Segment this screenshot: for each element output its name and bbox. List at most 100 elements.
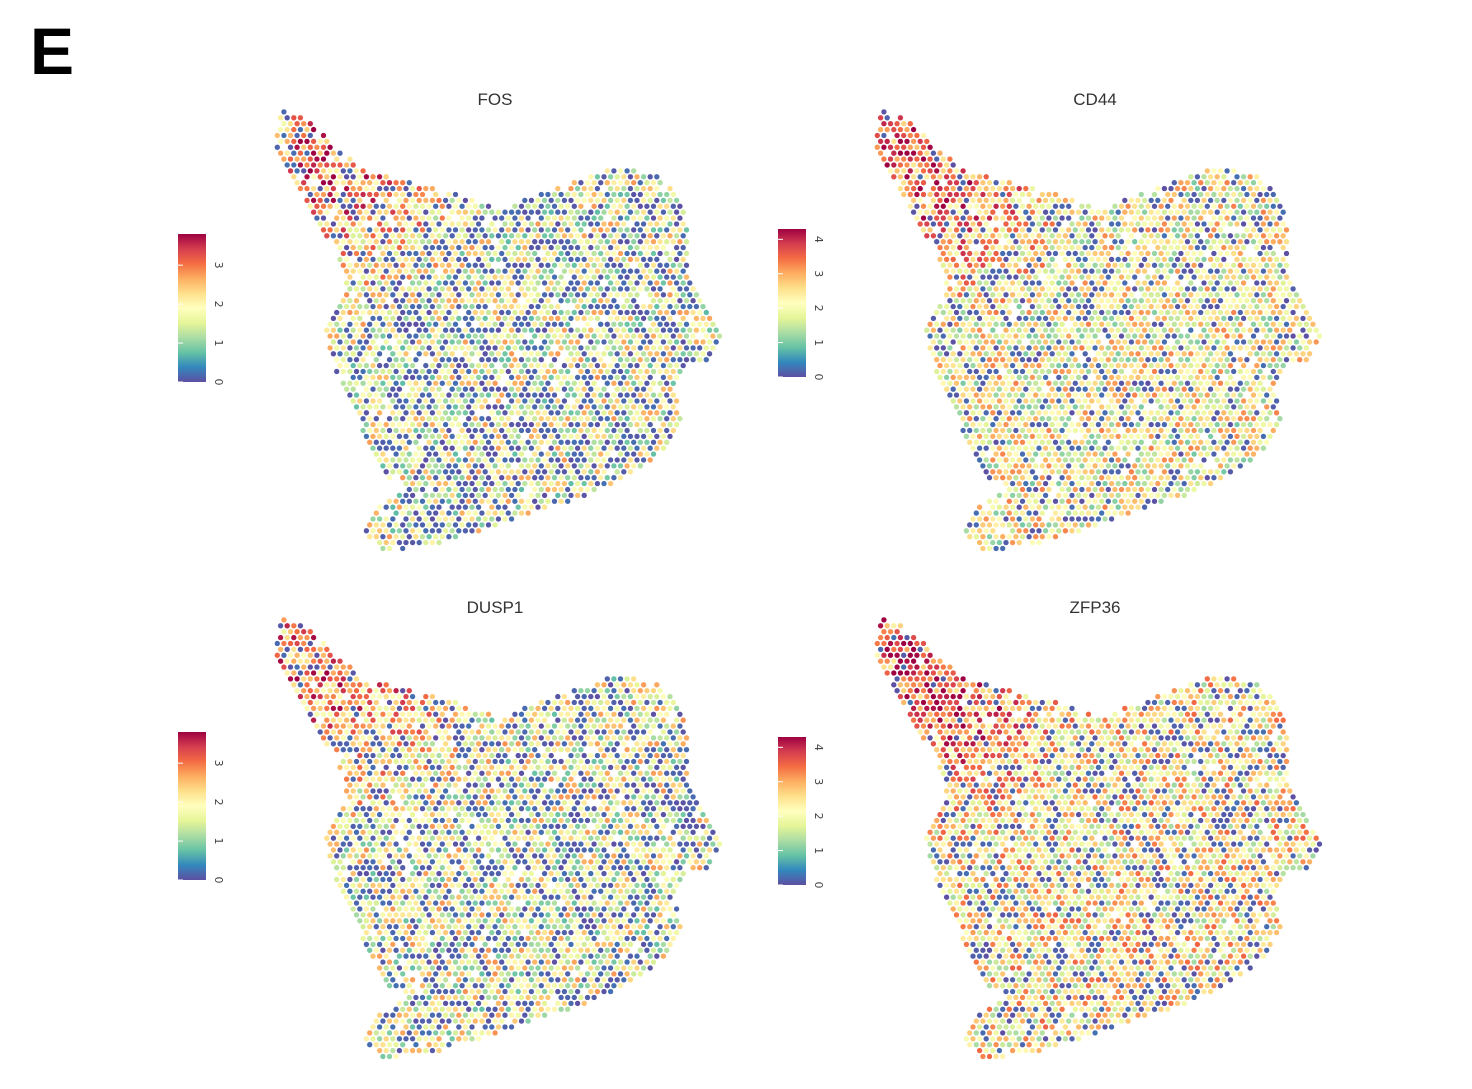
expression-spot	[491, 380, 499, 387]
expression-spot	[412, 415, 420, 422]
expression-spot	[1207, 327, 1214, 334]
expression-spot	[521, 291, 528, 298]
expression-spot	[627, 244, 634, 251]
expression-spot	[633, 185, 641, 192]
expression-spot	[1204, 309, 1211, 316]
expression-spot	[293, 167, 301, 175]
expression-spot	[897, 173, 904, 180]
expression-spot	[396, 279, 403, 287]
expression-spot	[647, 409, 654, 416]
expression-spot	[409, 456, 416, 464]
expression-spot	[472, 238, 479, 245]
expression-spot	[1210, 203, 1218, 210]
expression-spot	[416, 374, 423, 381]
expression-spot	[412, 439, 420, 446]
expression-spot	[1253, 386, 1260, 393]
expression-spot	[452, 450, 459, 458]
expression-spot	[1085, 297, 1092, 304]
expression-spot	[439, 214, 446, 222]
expression-spot	[488, 492, 495, 499]
expression-spot	[630, 344, 637, 352]
expression-spot	[584, 250, 591, 257]
expression-spot	[1006, 214, 1013, 222]
expression-spot	[1101, 386, 1109, 393]
expression-spot	[1200, 409, 1208, 416]
expression-spot	[1052, 415, 1059, 422]
expression-spot	[1217, 191, 1224, 198]
expression-spot	[422, 185, 429, 192]
expression-spot	[1019, 238, 1026, 245]
expression-spot	[449, 421, 456, 428]
expression-spot	[587, 445, 594, 452]
expression-spot	[676, 415, 684, 422]
expression-spot	[498, 273, 505, 281]
expression-spot	[379, 226, 387, 234]
expression-spot	[600, 303, 608, 310]
expression-spot	[1032, 380, 1039, 387]
expression-spot	[1138, 403, 1145, 411]
expression-spot	[959, 250, 967, 257]
expression-spot	[554, 291, 561, 298]
expression-spot	[1177, 344, 1185, 352]
expression-spot	[366, 285, 373, 293]
expression-spot	[1283, 344, 1290, 352]
expression-spot	[996, 256, 1003, 263]
expression-spot	[1025, 191, 1033, 198]
expression-spot	[458, 262, 466, 269]
expression-spot	[1210, 368, 1218, 375]
expression-spot	[326, 344, 334, 352]
expression-spot	[1025, 356, 1033, 363]
expression-spot	[488, 504, 495, 511]
expression-spot	[1049, 397, 1056, 405]
expression-spot	[986, 356, 993, 363]
expression-spot	[656, 356, 664, 363]
expression-spot	[353, 238, 360, 245]
expression-spot	[402, 350, 410, 357]
expression-spot	[1280, 362, 1287, 369]
expression-spot	[1042, 232, 1049, 239]
expression-spot	[468, 350, 476, 357]
expression-spot	[1187, 362, 1194, 369]
expression-spot	[1111, 285, 1119, 293]
expression-spot	[1128, 209, 1135, 216]
expression-spot	[890, 150, 897, 157]
expression-spot	[650, 356, 657, 363]
expression-spot	[1012, 344, 1020, 352]
expression-spot	[1233, 197, 1241, 204]
expression-spot	[683, 273, 690, 281]
expression-spot	[683, 226, 690, 234]
expression-spot	[508, 374, 515, 381]
expression-spot	[366, 427, 373, 434]
expression-spot	[614, 433, 621, 440]
expression-spot	[1144, 262, 1152, 269]
expression-spot	[946, 321, 954, 328]
expression-spot	[587, 244, 594, 251]
expression-spot	[963, 409, 970, 416]
expression-spot	[640, 456, 647, 464]
expression-spot	[554, 409, 561, 416]
expression-spot	[505, 368, 512, 375]
expression-spot	[472, 214, 479, 222]
expression-spot	[1190, 285, 1198, 293]
expression-spot	[610, 415, 618, 422]
expression-spot	[1256, 191, 1264, 198]
expression-spot	[1283, 250, 1290, 257]
expression-spot	[554, 279, 561, 287]
expression-spot	[521, 256, 528, 263]
expression-spot	[637, 380, 644, 387]
expression-spot	[449, 232, 456, 239]
expression-spot	[439, 285, 446, 293]
expression-spot	[392, 439, 400, 446]
expression-spot	[468, 421, 476, 428]
expression-spot	[465, 321, 472, 328]
expression-spot	[340, 250, 347, 257]
expression-spot	[973, 203, 980, 210]
expression-spot	[1217, 321, 1224, 328]
expression-spot	[1200, 244, 1208, 251]
expression-spot	[303, 126, 311, 133]
expression-spot	[1263, 203, 1270, 210]
expression-spot	[627, 173, 634, 180]
expression-spot	[996, 185, 1003, 192]
expression-spot	[541, 291, 548, 298]
expression-spot	[1082, 279, 1089, 287]
